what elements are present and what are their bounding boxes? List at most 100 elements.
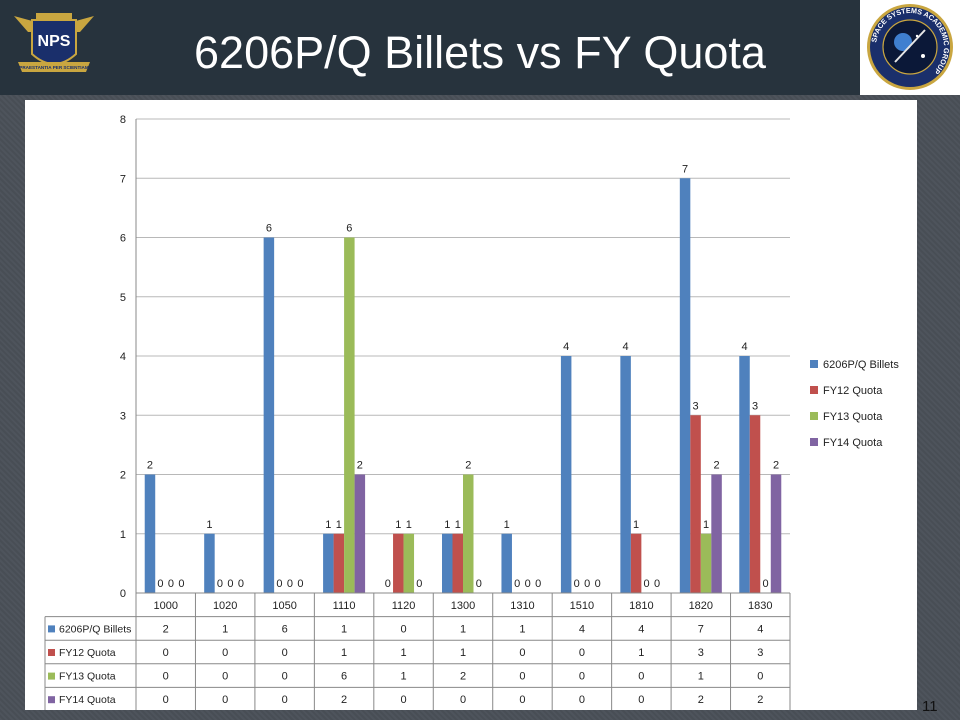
table-cell: 1 bbox=[400, 647, 406, 659]
table-cell: 0 bbox=[579, 694, 585, 706]
data-label: 6 bbox=[346, 223, 352, 235]
table-cell: 0 bbox=[163, 671, 169, 683]
bar-2-1300 bbox=[463, 474, 474, 593]
y-tick-label: 4 bbox=[120, 351, 126, 363]
legend-label: FY12 Quota bbox=[823, 385, 883, 397]
table-cell: 1 bbox=[400, 671, 406, 683]
space-systems-logo-box: SPACE SYSTEMS ACADEMIC GROUP bbox=[860, 0, 960, 95]
table-cell: 0 bbox=[460, 694, 466, 706]
data-label: 0 bbox=[238, 578, 244, 590]
table-cell: 2 bbox=[341, 694, 347, 706]
x-category-label: 1020 bbox=[213, 600, 237, 612]
data-label: 4 bbox=[741, 341, 747, 353]
data-label: 7 bbox=[682, 163, 688, 175]
data-label: 1 bbox=[206, 519, 212, 531]
x-category-label: 1830 bbox=[748, 600, 772, 612]
data-label: 0 bbox=[525, 578, 531, 590]
table-row-label: FY12 Quota bbox=[59, 647, 116, 659]
table-cell: 0 bbox=[222, 671, 228, 683]
table-cell: 0 bbox=[519, 671, 525, 683]
table-cell: 1 bbox=[341, 623, 347, 635]
bar-2-1110 bbox=[344, 237, 355, 593]
bar-0-1820 bbox=[679, 178, 691, 593]
table-row-label: FY14 Quota bbox=[59, 694, 116, 706]
table-cell: 6 bbox=[341, 671, 347, 683]
x-category-label: 1120 bbox=[392, 600, 416, 612]
x-category-label: 1050 bbox=[272, 600, 296, 612]
bar-1-1830 bbox=[749, 415, 761, 593]
data-label: 2 bbox=[773, 460, 779, 472]
table-cell: 4 bbox=[579, 623, 585, 635]
nps-logo-text: NPS bbox=[38, 33, 71, 50]
table-cell: 0 bbox=[222, 647, 228, 659]
table-cell: 0 bbox=[163, 694, 169, 706]
data-label: 4 bbox=[563, 341, 569, 353]
bar-0-1300 bbox=[442, 533, 453, 593]
y-tick-label: 8 bbox=[120, 114, 126, 126]
slide-header: NPS PRAESTANTIA PER SCIENTIAM 6206P/Q Bi… bbox=[0, 0, 960, 95]
data-label: 2 bbox=[714, 460, 720, 472]
slide-title: 6206P/Q Billets vs FY Quota bbox=[194, 27, 766, 78]
bar-0-1050 bbox=[263, 237, 275, 593]
x-category-label: 1810 bbox=[629, 600, 653, 612]
nps-motto-text: PRAESTANTIA PER SCIENTIAM bbox=[19, 65, 89, 70]
data-label: 0 bbox=[227, 578, 233, 590]
table-cell: 1 bbox=[222, 623, 228, 635]
data-label: 0 bbox=[595, 578, 601, 590]
data-label: 0 bbox=[584, 578, 590, 590]
bar-0-1510 bbox=[560, 356, 572, 593]
table-cell: 1 bbox=[460, 647, 466, 659]
table-cell: 0 bbox=[757, 671, 763, 683]
bar-1-1300 bbox=[452, 533, 463, 593]
data-label: 0 bbox=[574, 578, 580, 590]
data-label: 1 bbox=[504, 519, 510, 531]
table-row-label: FY13 Quota bbox=[59, 671, 116, 683]
x-category-label: 1310 bbox=[510, 600, 534, 612]
data-label: 1 bbox=[395, 519, 401, 531]
table-cell: 2 bbox=[698, 694, 704, 706]
data-label: 2 bbox=[465, 460, 471, 472]
bar-0-1810 bbox=[620, 356, 631, 593]
page-number: 11 bbox=[922, 698, 938, 715]
legend-swatch bbox=[810, 360, 818, 368]
x-category-label: 1110 bbox=[333, 600, 356, 612]
data-label: 1 bbox=[325, 519, 331, 531]
data-label: 0 bbox=[276, 578, 282, 590]
legend-swatch bbox=[810, 412, 818, 420]
bar-2-1120 bbox=[403, 533, 415, 593]
data-label: 6 bbox=[266, 223, 272, 235]
bar-0-1830 bbox=[739, 356, 750, 593]
table-cell: 1 bbox=[698, 671, 704, 683]
bar-0-1110 bbox=[323, 533, 334, 593]
table-cell: 1 bbox=[460, 623, 466, 635]
y-tick-label: 1 bbox=[120, 529, 126, 541]
data-label: 1 bbox=[633, 519, 639, 531]
data-label: 1 bbox=[336, 519, 342, 531]
legend-label: FY14 Quota bbox=[823, 437, 883, 449]
table-cell: 1 bbox=[341, 647, 347, 659]
y-tick-label: 6 bbox=[120, 233, 126, 245]
x-category-label: 1510 bbox=[570, 600, 594, 612]
bar-2-1820 bbox=[700, 533, 712, 593]
data-label: 1 bbox=[444, 519, 450, 531]
legend-swatch bbox=[810, 386, 818, 394]
x-category-label: 1820 bbox=[689, 600, 713, 612]
y-tick-label: 5 bbox=[120, 292, 126, 304]
y-tick-label: 7 bbox=[120, 173, 126, 185]
data-label: 3 bbox=[752, 400, 758, 412]
table-cell: 0 bbox=[222, 694, 228, 706]
table-cell: 0 bbox=[638, 694, 644, 706]
bar-3-1830 bbox=[770, 474, 782, 593]
data-label: 0 bbox=[297, 578, 303, 590]
data-label: 0 bbox=[168, 578, 174, 590]
table-cell: 3 bbox=[757, 647, 763, 659]
data-label: 0 bbox=[178, 578, 184, 590]
bar-1-1120 bbox=[393, 533, 404, 593]
legend-swatch bbox=[810, 438, 818, 446]
table-legend-key bbox=[48, 649, 55, 656]
data-label: 0 bbox=[385, 578, 391, 590]
table-cell: 0 bbox=[400, 623, 406, 635]
data-label: 1 bbox=[703, 519, 709, 531]
